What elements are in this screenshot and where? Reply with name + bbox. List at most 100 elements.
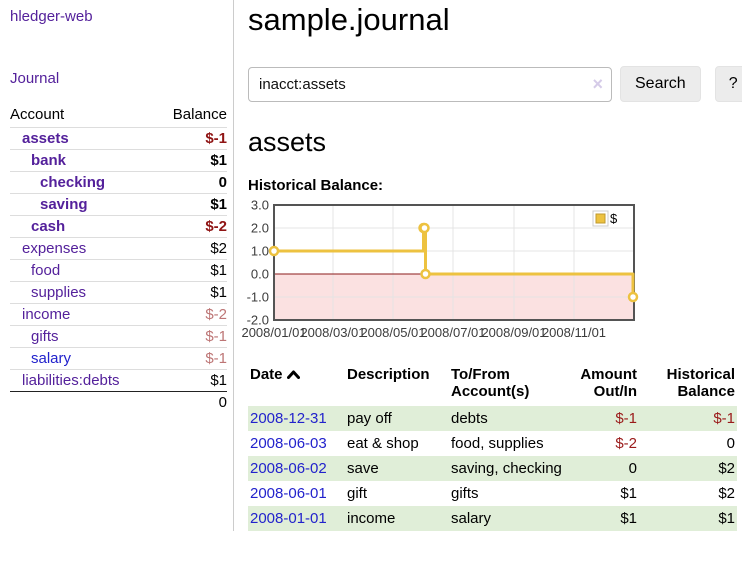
account-row: checking 0 — [10, 171, 227, 194]
accounts-balance-table: Account Balance assets $-1 bank $1 check… — [10, 103, 227, 413]
account-link[interactable]: saving — [40, 196, 88, 213]
balance-column-header-txn: Historical Balance — [666, 366, 735, 400]
account-link[interactable]: checking — [40, 174, 106, 191]
legend-swatch — [595, 213, 606, 224]
account-link[interactable]: assets — [22, 130, 69, 147]
sidebar-item-journal[interactable]: Journal — [10, 70, 60, 87]
legend-label: $ — [610, 211, 618, 226]
transaction-description: save — [347, 460, 379, 477]
account-balance: $1 — [155, 149, 227, 172]
plot-border — [273, 204, 635, 321]
transaction-description: eat & shop — [347, 435, 419, 452]
amount-column-header: Amount Out/In — [580, 366, 637, 400]
account-link[interactable]: gifts — [31, 328, 59, 345]
transaction-row: 2008-06-02 save saving, checking 0 $2 — [248, 456, 737, 481]
account-balance: $1 — [155, 281, 227, 304]
account-balance: $-1 — [155, 325, 227, 348]
account-balance: $1 — [155, 369, 227, 392]
transaction-amount: $-2 — [615, 435, 637, 452]
account-heading: assets — [248, 127, 327, 157]
account-row: food $1 — [10, 259, 227, 282]
transaction-date-link[interactable]: 2008-06-02 — [250, 460, 327, 477]
help-button[interactable]: ? — [714, 66, 742, 102]
x-axis-tick-label: 2008/07/01 — [420, 325, 485, 340]
transaction-description: pay off — [347, 410, 392, 427]
transaction-description: income — [347, 510, 396, 527]
transaction-amount: $1 — [620, 485, 637, 502]
transaction-description: gift — [347, 485, 368, 502]
transaction-date-link[interactable]: 2008-01-01 — [250, 510, 327, 527]
x-axis-tick-label: 2008/09/01 — [481, 325, 546, 340]
account-column-header: Account — [10, 103, 156, 128]
chart-title: Historical Balance: — [248, 177, 384, 194]
transaction-balance: $1 — [718, 510, 735, 527]
accounts-total: 0 — [155, 391, 227, 413]
account-row: assets $-1 — [10, 128, 227, 150]
account-link[interactable]: cash — [31, 218, 66, 235]
account-link[interactable]: income — [22, 306, 71, 323]
data-point-marker — [420, 268, 431, 280]
transaction-accounts: debts — [451, 410, 488, 427]
transaction-row: 2008-12-31 pay off debts $-1 $-1 — [248, 406, 737, 431]
account-row: gifts $-1 — [10, 325, 227, 348]
x-axis-tick-label: 2008/05/01 — [360, 325, 425, 340]
app-layout: hledger-web Journal Account Balance asse… — [0, 0, 742, 531]
x-axis-tick-label: 2008/11/01 — [542, 325, 606, 340]
transaction-row: 2008-06-03 eat & shop food, supplies $-2… — [248, 431, 737, 456]
page-title: sample.journal — [248, 2, 450, 37]
chart-container: $3.0 2.0 1.0 0.0 -1.0 -2.0 2008/01/01 2008/03/0… — [241, 198, 742, 343]
account-balance: $-1 — [155, 347, 227, 370]
transactions-header-row: Date Description To/From Account(s) Amou… — [248, 364, 737, 406]
transaction-amount: $1 — [620, 510, 637, 527]
transaction-accounts: gifts — [451, 485, 479, 502]
account-link[interactable]: liabilities:debts — [22, 372, 120, 389]
account-row: bank $1 — [10, 149, 227, 172]
data-point-marker — [627, 291, 639, 303]
account-link[interactable]: supplies — [31, 284, 87, 301]
sidebar: hledger-web Journal Account Balance asse… — [0, 0, 234, 531]
data-point-marker — [268, 245, 280, 257]
transaction-balance: $2 — [718, 485, 735, 502]
transaction-balance: $-1 — [713, 410, 735, 427]
transaction-accounts: food, supplies — [451, 435, 544, 452]
account-balance: $-2 — [155, 215, 227, 238]
transaction-date-link[interactable]: 2008-06-01 — [250, 485, 327, 502]
account-link[interactable]: salary — [31, 350, 72, 367]
y-axis-tick-label: 1.0 — [251, 244, 269, 259]
transaction-row: 2008-06-01 gift gifts $1 $2 — [248, 481, 737, 506]
clear-search-icon[interactable]: × — [592, 73, 603, 94]
account-row: income $-2 — [10, 303, 227, 326]
account-link[interactable]: food — [31, 262, 61, 279]
account-row: saving $1 — [10, 193, 227, 216]
description-column-header: Description — [347, 366, 430, 383]
search-button[interactable]: Search — [620, 66, 701, 102]
account-link[interactable]: bank — [31, 152, 67, 169]
main-content: sample.journal × Search ? assets Histori… — [234, 0, 742, 531]
date-column-header[interactable]: Date — [248, 364, 347, 406]
transaction-date-link[interactable]: 2008-06-03 — [250, 435, 327, 452]
account-balance: $1 — [155, 193, 227, 216]
transaction-accounts: saving, checking — [451, 460, 562, 477]
y-axis-tick-label: -1.0 — [247, 290, 269, 305]
accounts-total-row: 0 — [10, 391, 227, 413]
app-title-link[interactable]: hledger-web — [10, 8, 93, 25]
account-balance: $-2 — [155, 303, 227, 326]
account-balance: $-1 — [205, 130, 227, 147]
account-link[interactable]: expenses — [22, 240, 87, 257]
transaction-accounts: salary — [451, 510, 492, 527]
transaction-date-link[interactable]: 2008-12-31 — [250, 410, 327, 427]
y-axis-tick-label: -2.0 — [247, 313, 269, 328]
search-input[interactable] — [248, 66, 612, 102]
account-balance: $1 — [155, 259, 227, 282]
transaction-balance: $2 — [718, 460, 735, 477]
account-row: supplies $1 — [10, 281, 227, 304]
account-row: liabilities:debts $1 — [10, 369, 227, 392]
accounts-column-header: To/From Account(s) — [451, 366, 530, 400]
y-axis-tick-label: 3.0 — [251, 198, 269, 213]
transaction-balance: 0 — [726, 435, 735, 452]
account-row: expenses $2 — [10, 237, 227, 260]
account-row: cash $-2 — [10, 215, 227, 238]
historical-balance-chart: $3.0 2.0 1.0 0.0 -1.0 -2.02008/01/012008/03/0… — [241, 198, 639, 340]
x-axis-tick-label: 2008/01/01 — [241, 325, 306, 340]
balance-column-header: Balance — [155, 103, 227, 128]
